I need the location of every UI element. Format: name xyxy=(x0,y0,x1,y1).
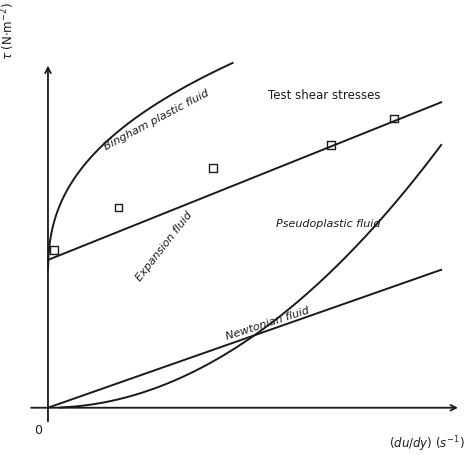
Point xyxy=(390,115,398,122)
Point xyxy=(327,142,335,149)
Text: Expansion fluid: Expansion fluid xyxy=(135,210,195,283)
Text: Pseudoplastic fluid: Pseudoplastic fluid xyxy=(276,219,381,229)
Text: $(du/dy)\ (s^{-1})$: $(du/dy)\ (s^{-1})$ xyxy=(389,434,465,454)
Text: Bingham plastic fluid: Bingham plastic fluid xyxy=(102,88,210,152)
Text: Newtonian fluid: Newtonian fluid xyxy=(225,306,311,342)
Point xyxy=(50,247,58,254)
Text: $\tau\ \mathrm{(N{\cdot}m^{-2})}$: $\tau\ \mathrm{(N{\cdot}m^{-2})}$ xyxy=(0,2,18,60)
Text: 0: 0 xyxy=(34,424,42,437)
Point xyxy=(115,204,123,211)
Text: Test shear stresses: Test shear stresses xyxy=(268,89,381,102)
Point xyxy=(210,164,217,172)
